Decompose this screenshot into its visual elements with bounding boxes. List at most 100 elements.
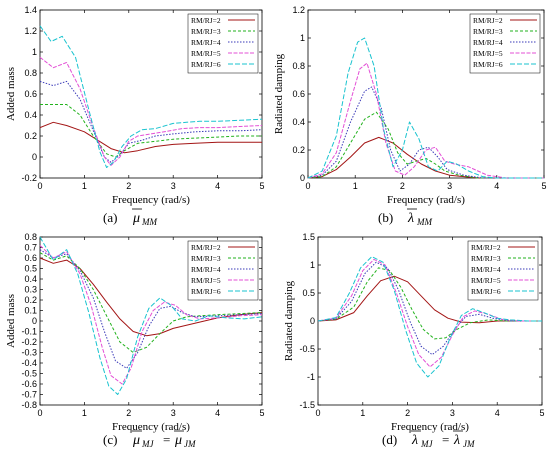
y-tick-label: -0.7 [21, 390, 37, 400]
caption-letter: (b) [378, 210, 393, 225]
y-tick-label: 0.8 [24, 232, 37, 242]
legend-label: RM/RJ=6 [191, 60, 221, 69]
x-tick-label: 4 [495, 408, 500, 418]
legend-label: RM/RJ=2 [191, 16, 221, 25]
panel-caption: (a) μ MM [103, 208, 157, 227]
x-axis-label: Frequency (rad/s) [112, 421, 190, 433]
y-tick-label: -0.2 [21, 173, 37, 183]
series-line-3 [307, 111, 544, 179]
series-line-5 [39, 245, 263, 385]
y-tick-label: -0.1 [21, 327, 37, 337]
y-tick-label: 0.5 [302, 288, 315, 298]
legend-label: RM/RJ=4 [191, 265, 221, 274]
x-tick-label: 4 [215, 181, 220, 191]
series-line-5 [307, 62, 544, 179]
legend-label: RM/RJ=5 [191, 49, 221, 58]
x-axis-label: Frequency (rad/s) [112, 194, 190, 206]
caption-symbol: λ [411, 433, 418, 448]
x-tick-label: 1 [82, 181, 87, 191]
y-axis-label: Radiated damping [283, 280, 295, 361]
y-tick-label: 1.5 [302, 232, 315, 242]
caption-equals: = [442, 432, 449, 447]
caption-letter: (c) [103, 432, 117, 447]
y-tick-label: 0.8 [24, 68, 37, 78]
series-line-6 [317, 256, 542, 378]
series-line-4 [39, 249, 263, 369]
x-tick-label: 0 [315, 408, 320, 418]
x-tick-label: 2 [405, 408, 410, 418]
legend-label: RM/RJ=2 [191, 243, 221, 252]
x-tick-label: 3 [450, 408, 455, 418]
legend-label: RM/RJ=3 [191, 254, 221, 263]
legend: RM/RJ=2 RM/RJ=3 RM/RJ=4 RM/RJ=5 RM/RJ=6 [469, 13, 541, 74]
x-tick-label: 0 [305, 181, 310, 191]
legend-box [187, 240, 259, 301]
y-tick-label: 1.2 [292, 5, 305, 15]
legend-label: RM/RJ=5 [191, 276, 221, 285]
legend-label: RM/RJ=5 [473, 49, 503, 58]
legend-label: RM/RJ=3 [473, 27, 503, 36]
y-tick-label: -0.5 [21, 369, 37, 379]
x-tick-label: 4 [215, 408, 220, 418]
caption-symbol: λ [407, 211, 414, 226]
x-tick-label: 3 [171, 408, 176, 418]
caption-eq-symbol: λ [453, 433, 460, 448]
legend-box [187, 13, 259, 74]
y-tick-label: 0.1 [24, 306, 37, 316]
y-tick-label: 0.6 [24, 253, 37, 263]
legend: RM/RJ=2 RM/RJ=3 RM/RJ=4 RM/RJ=5 RM/RJ=6 [187, 240, 259, 301]
panel-caption: (b) λ MM [378, 208, 432, 227]
y-tick-label: 0.8 [292, 61, 305, 71]
caption-eq-subscript: JM [184, 439, 196, 449]
x-tick-label: 1 [360, 408, 365, 418]
series-line-6 [307, 37, 544, 179]
chart-panel-b: 0 1 2 3 4 5 0 0.2 0.4 0.6 0.8 1 1.2 Frequency (rad/s)… [273, 5, 547, 227]
y-tick-label: 0 [32, 316, 37, 326]
y-tick-label: -1 [307, 372, 315, 382]
caption-subscript: MM [416, 217, 432, 227]
legend-label: RM/RJ=2 [471, 243, 501, 252]
legend-box [469, 13, 541, 74]
y-tick-label: -0.5 [299, 344, 315, 354]
x-axis-label: Frequency (rad/s) [387, 194, 465, 206]
y-tick-label: 0.6 [292, 89, 305, 99]
y-axis-label: Radiated damping [273, 53, 285, 134]
y-tick-label: -1.5 [299, 400, 315, 410]
y-tick-label: 0.4 [24, 110, 37, 120]
caption-letter: (d) [382, 432, 397, 447]
y-tick-label: 0 [310, 316, 315, 326]
y-tick-label: -0.2 [21, 337, 37, 347]
legend: RM/RJ=2 RM/RJ=3 RM/RJ=4 RM/RJ=5 RM/RJ=6 [467, 240, 539, 301]
x-axis-label: Frequency (rad/s) [391, 421, 469, 433]
caption-eq-subscript: JM [463, 439, 475, 449]
legend-label: RM/RJ=5 [471, 276, 501, 285]
y-tick-label: 1.2 [24, 26, 37, 36]
series-line-4 [307, 86, 544, 179]
caption-symbol: μ [132, 433, 140, 448]
series-line-5 [39, 56, 263, 166]
y-axis-label: Added mass [5, 294, 17, 348]
legend-label: RM/RJ=2 [473, 16, 503, 25]
legend-label: RM/RJ=4 [471, 265, 501, 274]
panel-caption: (d) λ MJ = λ JM [382, 430, 475, 449]
y-tick-label: 0.2 [24, 131, 37, 141]
x-tick-label: 2 [400, 181, 405, 191]
y-tick-label: -0.4 [21, 358, 37, 368]
legend-label: RM/RJ=6 [191, 287, 221, 296]
caption-subscript: MJ [141, 439, 154, 449]
y-tick-label: 0.7 [24, 243, 37, 253]
y-tick-label: 0.4 [292, 117, 305, 127]
caption-subscript: MJ [420, 439, 433, 449]
y-tick-label: 1 [32, 47, 37, 57]
y-tick-label: 1.4 [24, 5, 37, 15]
x-tick-label: 4 [494, 181, 499, 191]
series-line-3 [40, 104, 262, 158]
x-tick-label: 5 [259, 181, 264, 191]
chart-panel-a: 0 1 2 3 4 5-0.200.20.40.60.811.21.4Frequency … [5, 5, 265, 227]
y-tick-label: 0 [32, 152, 37, 162]
x-tick-label: 3 [447, 181, 452, 191]
x-tick-label: 3 [171, 181, 176, 191]
legend-label: RM/RJ=3 [471, 254, 501, 263]
chart-panel-d: 0 1 2 3 4 5 -1.5 -1 -0.5 0 0.5 1 1.5 Frequency (rad/s… [283, 232, 545, 449]
